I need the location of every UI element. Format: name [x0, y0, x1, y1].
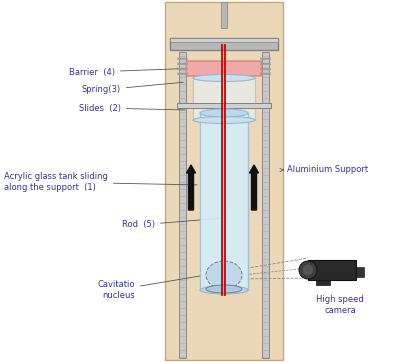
Text: Acrylic glass tank sliding
along the support  (1): Acrylic glass tank sliding along the sup…: [4, 172, 197, 192]
Text: High speed
camera: High speed camera: [316, 295, 364, 315]
Text: Rod  (5): Rod (5): [122, 218, 221, 230]
Text: Aluminium Support: Aluminium Support: [280, 165, 368, 174]
Text: Barrier  (4): Barrier (4): [69, 67, 184, 76]
Bar: [308, 260, 356, 280]
Bar: [262, 52, 269, 358]
Circle shape: [302, 264, 314, 276]
Bar: [200, 113, 248, 290]
Bar: [316, 280, 330, 285]
Ellipse shape: [206, 261, 242, 289]
Text: Cavitatio
nucleus: Cavitatio nucleus: [97, 275, 203, 300]
Bar: [170, 38, 278, 50]
Ellipse shape: [193, 117, 255, 123]
Bar: [165, 2, 283, 360]
Ellipse shape: [200, 286, 248, 294]
Bar: [356, 267, 364, 277]
FancyArrow shape: [186, 165, 195, 210]
Bar: [179, 52, 186, 358]
Bar: [193, 78, 255, 120]
Text: Slides  (2): Slides (2): [79, 104, 185, 113]
FancyBboxPatch shape: [186, 61, 262, 76]
Circle shape: [299, 261, 317, 279]
Ellipse shape: [193, 75, 255, 81]
Bar: [177, 103, 271, 108]
Bar: [201, 122, 247, 289]
Text: Spring(3): Spring(3): [82, 82, 183, 94]
Bar: [221, 2, 227, 28]
Ellipse shape: [200, 109, 248, 117]
Bar: [170, 38, 278, 42]
FancyArrow shape: [249, 165, 258, 210]
Ellipse shape: [206, 285, 242, 293]
